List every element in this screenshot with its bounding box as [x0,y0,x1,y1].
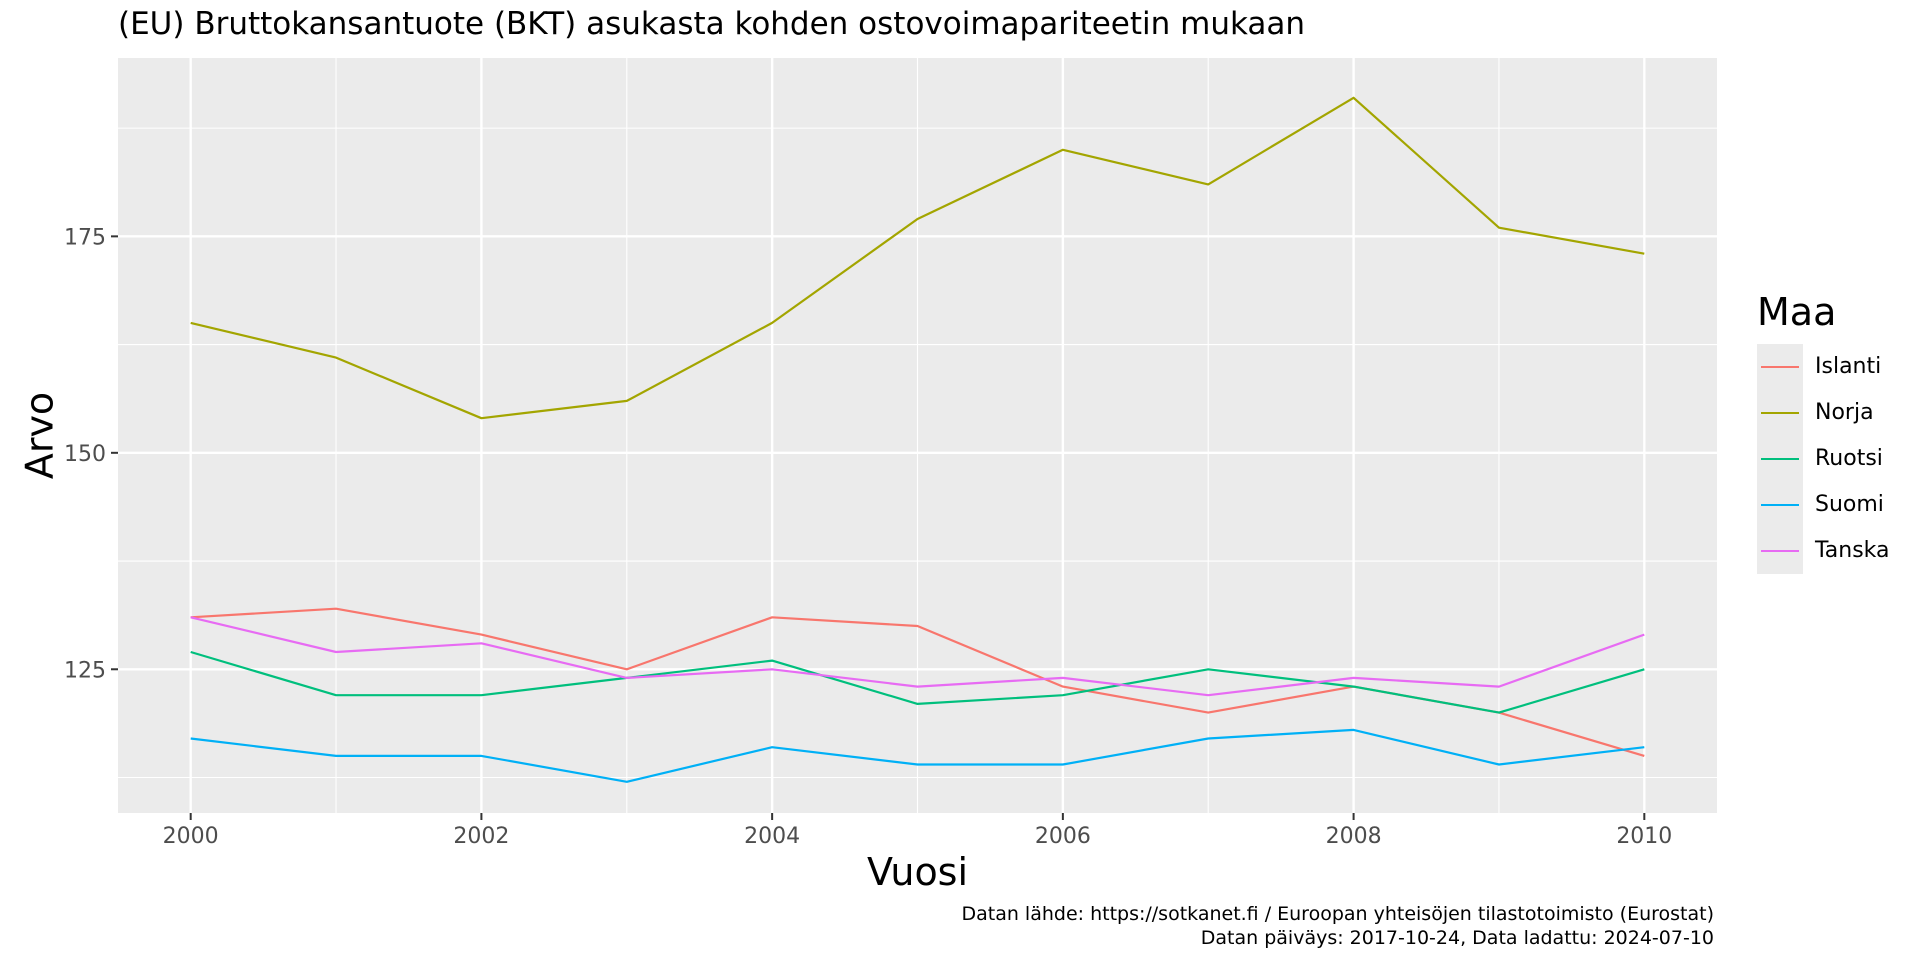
legend-label-ruotsi: Ruotsi [1815,446,1883,471]
minor-gridlines [118,58,1717,813]
legend-label-suomi: Suomi [1815,492,1884,517]
legend-label-islanti: Islanti [1815,354,1882,379]
legend-labels: Islanti Norja Ruotsi Suomi Tanska [1803,344,1890,574]
x-tick-label: 2008 [1326,824,1382,849]
legend-key-norja [1757,390,1803,436]
y-tick-label: 150 [64,442,106,467]
legend: Maa Islanti Norja Ruotsi Suomi Tanska [1757,290,1890,574]
x-tick-label: 2004 [744,824,800,849]
series-line-suomi [190,728,1645,783]
caption: Datan lähde: https://sotkanet.fi / Euroo… [961,902,1714,950]
legend-key-suomi [1757,482,1803,528]
legend-key-tanska [1757,528,1803,574]
y-tick-label: 125 [64,658,106,683]
legend-label-tanska: Tanska [1815,538,1890,563]
legend-title: Maa [1757,290,1837,334]
series-line-tanska [190,616,1645,697]
major-gridlines [118,58,1717,813]
axis-ticks [111,235,1646,820]
caption-date: Datan päiväys: 2017-10-24, Data ladattu:… [1200,927,1714,949]
series-line-norja [190,96,1645,420]
legend-keys [1757,344,1803,574]
x-tick-label: 2002 [453,824,509,849]
series-lines [190,96,1645,783]
y-tick-label: 175 [64,225,106,250]
x-tick-label: 2000 [163,824,219,849]
x-axis-title: Vuosi [867,850,968,894]
y-axis-title: Arvo [18,392,62,479]
tick-labels: 2000 2002 2004 2006 2008 2010 125 150 175 [64,225,1672,849]
x-tick-label: 2010 [1616,824,1672,849]
legend-label-norja: Norja [1815,400,1874,425]
chart-title: (EU) Bruttokansantuote (BKT) asukasta ko… [118,6,1306,42]
legend-key-islanti [1757,344,1803,390]
series-line-ruotsi [190,650,1645,714]
caption-source: Datan lähde: https://sotkanet.fi / Euroo… [961,903,1714,925]
x-tick-label: 2006 [1035,824,1091,849]
legend-key-ruotsi [1757,436,1803,482]
